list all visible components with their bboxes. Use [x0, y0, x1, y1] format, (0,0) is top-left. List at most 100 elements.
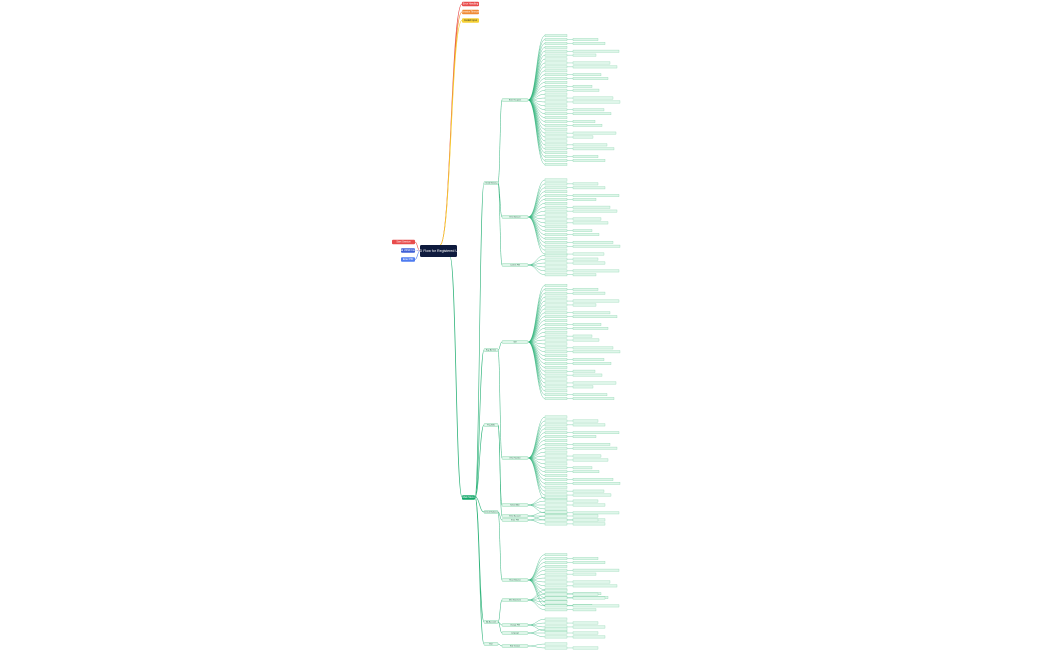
- leaf-box: [544, 470, 568, 474]
- leaf-box: [544, 257, 568, 261]
- link: [527, 562, 546, 581]
- leaf-box: [544, 419, 568, 423]
- leaf-box: [544, 557, 568, 560]
- leaf-box: [572, 435, 597, 438]
- leaf-box: [544, 503, 568, 507]
- child-node-box: [501, 98, 529, 102]
- leaf-box: [572, 338, 600, 342]
- child-node: Enter PIN: [511, 518, 519, 521]
- leaf-box: [572, 522, 606, 526]
- leaf-box: [544, 522, 568, 526]
- leaf-box: [572, 120, 596, 123]
- link: [527, 628, 546, 634]
- link: [527, 216, 546, 247]
- leaf-box: [572, 182, 599, 186]
- leaf-box: [544, 104, 568, 108]
- leaf-box: [544, 135, 568, 139]
- leaf-box: [572, 221, 609, 225]
- link: [497, 99, 503, 184]
- leaf-box: [544, 466, 568, 470]
- leaf-box: [544, 205, 568, 209]
- leaf-box: [544, 489, 568, 493]
- leaf-box: [572, 273, 597, 277]
- link: [527, 457, 546, 488]
- leaf-box: [572, 369, 596, 373]
- leaf-box: [544, 315, 568, 319]
- link: [527, 191, 546, 218]
- link: [527, 579, 546, 590]
- link: [497, 511, 503, 521]
- leaf-box: [572, 385, 594, 389]
- leaf-box: [544, 112, 568, 115]
- leaf-box: [572, 147, 615, 151]
- leaf-box: [572, 233, 600, 236]
- leaf-box: [544, 248, 568, 252]
- leaf-box: [544, 580, 568, 584]
- leaf-box: [544, 642, 568, 646]
- top-node-box: [462, 18, 479, 23]
- leaf-box: [572, 49, 620, 53]
- leaf-box: [544, 295, 568, 299]
- leaf-box: [544, 291, 568, 295]
- leaf-box: [572, 252, 605, 256]
- link: [527, 264, 546, 275]
- leaf-box: [544, 338, 568, 342]
- leaf-box: [544, 34, 568, 38]
- leaf-box: [544, 287, 568, 291]
- left-node: Enter PIN: [403, 258, 414, 261]
- link: [527, 300, 546, 343]
- leaf-box: [544, 646, 568, 650]
- branch-node-box: [483, 348, 499, 352]
- leaf-box: [572, 631, 599, 635]
- link: [527, 187, 546, 218]
- leaf-box: [544, 389, 568, 393]
- child-node-box: [501, 623, 529, 627]
- leaf-box: [544, 269, 568, 273]
- leaf-box: [544, 362, 568, 365]
- leaf-box: [572, 240, 614, 244]
- leaf-box: [572, 419, 599, 423]
- child-node: Enter Amount: [510, 215, 521, 218]
- link: [527, 457, 546, 472]
- leaf-box: [572, 568, 620, 572]
- leaf-box: [572, 229, 593, 232]
- leaf-box: [544, 596, 568, 600]
- leaf-box: [572, 557, 599, 560]
- leaf-box: [572, 96, 614, 100]
- leaf-box: [572, 511, 620, 515]
- leaf-box: [544, 244, 568, 248]
- leaf-box: [544, 346, 568, 350]
- leaf-box: [544, 77, 568, 80]
- leaf-box: [544, 299, 568, 303]
- leaf-box: [572, 217, 602, 221]
- leaf-box: [572, 346, 614, 350]
- leaf-box: [544, 442, 568, 446]
- leaf-box: [572, 85, 593, 88]
- leaf-box: [572, 358, 605, 361]
- child-node: Enter Account: [509, 514, 521, 517]
- link: [527, 457, 546, 500]
- leaf-box: [544, 155, 568, 158]
- leaf-box: [544, 600, 568, 604]
- leaf-box: [572, 77, 609, 80]
- leaf-box: [572, 635, 606, 639]
- link: [527, 99, 546, 142]
- link: [497, 599, 503, 623]
- link: [497, 182, 503, 266]
- link: [527, 645, 546, 649]
- leaf-box: [544, 592, 568, 596]
- leaf-box: [544, 454, 568, 458]
- left-node: Dial USSD Code: [399, 249, 417, 252]
- child-node-box: [501, 263, 529, 267]
- child-node: Self: [513, 341, 517, 343]
- leaf-box: [572, 592, 599, 596]
- child-node: End Session: [510, 645, 520, 647]
- left-node-box: [392, 239, 415, 245]
- leaf-box: [572, 100, 621, 104]
- leaf-box: [544, 159, 568, 162]
- leaf-box: [572, 518, 599, 522]
- link: [449, 256, 463, 498]
- leaf-box: [544, 561, 568, 564]
- leaf-box: [572, 135, 594, 139]
